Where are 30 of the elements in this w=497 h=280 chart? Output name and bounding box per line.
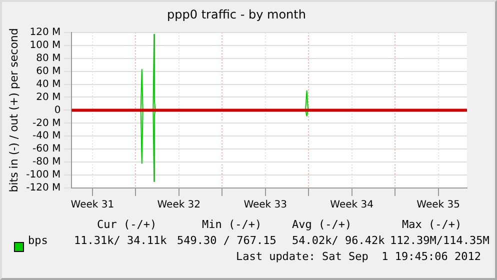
text: 112.39M/114.35M	[390, 234, 490, 247]
text: 11.31k/ 34.11k	[74, 234, 167, 247]
x-tick-label: Week 35	[416, 200, 460, 211]
text: Min (-/+)	[202, 218, 262, 231]
y-tick-label: 80 M	[36, 52, 61, 64]
text: Last update: Sat Sep 1 19:45:06 2012	[236, 250, 481, 263]
text: Cur (-/+)	[97, 218, 157, 231]
chart-title: ppp0 traffic - by month	[167, 7, 306, 22]
y-tick-label: 0	[54, 104, 61, 116]
y-tick-label: 60 M	[36, 66, 61, 77]
y-tick-label: -100 M	[26, 170, 61, 181]
y-tick-label: 120 M	[30, 26, 61, 38]
y-tick-label: -20 M	[32, 118, 61, 129]
y-tick-label: -120 M	[26, 182, 61, 194]
y-axis-title: bits in (-) / out (+) per second	[7, 28, 20, 192]
legend-label: bps	[28, 234, 48, 247]
y-tick-label: 20 M	[36, 92, 61, 103]
x-tick-label: Week 34	[330, 200, 374, 211]
x-tick-label: Week 33	[244, 200, 288, 211]
text: 54.02k/ 96.42k	[292, 234, 385, 247]
y-tick-label: -80 M	[32, 156, 61, 168]
y-tick-label: 40 M	[36, 78, 61, 90]
text: Max (-/+)	[402, 218, 462, 231]
y-tick-label: 100 M	[30, 40, 61, 51]
text: Avg (-/+)	[292, 218, 352, 231]
x-tick-label: Week 31	[70, 200, 114, 211]
y-tick-label: -60 M	[32, 144, 61, 155]
y-tick-label: -40 M	[32, 130, 61, 142]
text: 549.30 / 767.15	[177, 234, 276, 247]
x-tick-label: Week 32	[157, 200, 201, 211]
